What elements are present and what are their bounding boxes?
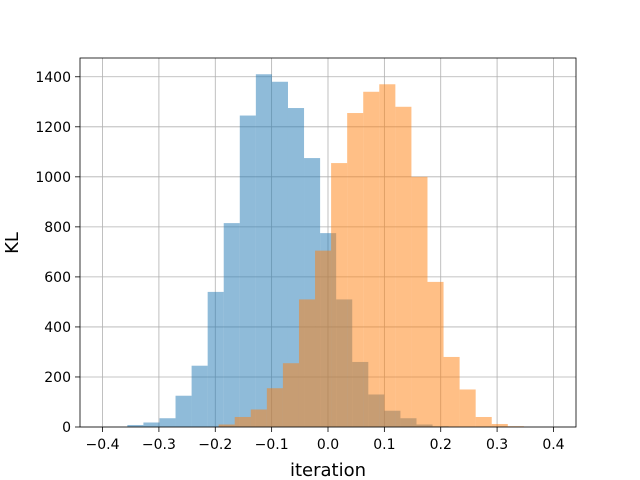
y-tick-label: 1400 — [35, 70, 71, 86]
histogram-bar-series-1 — [239, 115, 256, 427]
histogram-bar-series-1 — [175, 395, 192, 427]
histogram-bar-series-1 — [143, 422, 160, 427]
histogram-bar-series-2 — [315, 250, 332, 427]
histogram-bar-series-2 — [347, 113, 364, 427]
y-tick-label: 800 — [44, 220, 71, 236]
histogram-bar-series-2 — [395, 106, 412, 427]
y-tick-label: 1200 — [35, 120, 71, 136]
histogram-bar-series-1 — [207, 291, 224, 427]
histogram-bar-series-2 — [266, 388, 283, 427]
histogram-bar-series-2 — [282, 363, 299, 427]
histogram-bar-series-2 — [475, 416, 492, 427]
x-tick-label: −0.4 — [86, 437, 120, 453]
histogram-bar-series-2 — [250, 409, 267, 427]
histogram-bar-series-2 — [427, 281, 444, 427]
histogram-bar-series-2 — [459, 389, 476, 427]
x-tick-label: −0.3 — [142, 437, 176, 453]
histogram-bar-series-1 — [159, 418, 176, 427]
x-tick-label: −0.1 — [255, 437, 289, 453]
y-tick-label: 400 — [44, 320, 71, 336]
x-tick-label: 0.2 — [430, 437, 452, 453]
histogram-bar-series-1 — [255, 74, 272, 427]
histogram-bar-series-2 — [298, 299, 316, 427]
ticks-layer: −0.4 −0.3 −0.2 −0.1 0.0 0.1 0.2 0.3 0.4 0 200 400 60… — [35, 70, 564, 453]
histogram-bar-series-2 — [411, 176, 428, 427]
x-tick-label: 0.4 — [542, 437, 564, 453]
y-tick-label: 600 — [44, 270, 71, 286]
y-tick-label: 0 — [62, 420, 71, 436]
histogram-bar-series-2 — [363, 91, 380, 427]
bars-layer — [127, 74, 524, 428]
histogram-bar-series-1 — [271, 81, 288, 427]
histogram-bar-series-2 — [218, 424, 235, 427]
x-tick-label: 0.0 — [317, 437, 339, 453]
histogram-bar-series-2 — [234, 416, 251, 427]
x-axis-label: iteration — [290, 460, 366, 480]
histogram-bar-series-2 — [443, 356, 460, 427]
histogram-bar-series-2 — [491, 423, 508, 427]
x-tick-label: 0.1 — [373, 437, 395, 453]
x-tick-label: −0.2 — [198, 437, 232, 453]
histogram-bar-series-1 — [127, 424, 144, 427]
y-tick-label: 1000 — [35, 170, 71, 186]
y-tick-label: 200 — [44, 370, 71, 386]
histogram-bar-series-1 — [223, 223, 240, 427]
histogram-bar-series-2 — [379, 84, 396, 428]
y-axis-label: KL — [2, 232, 23, 254]
x-tick-label: 0.3 — [486, 437, 508, 453]
histogram-bar-series-1 — [191, 365, 208, 427]
histogram-bar-series-2 — [331, 163, 348, 428]
